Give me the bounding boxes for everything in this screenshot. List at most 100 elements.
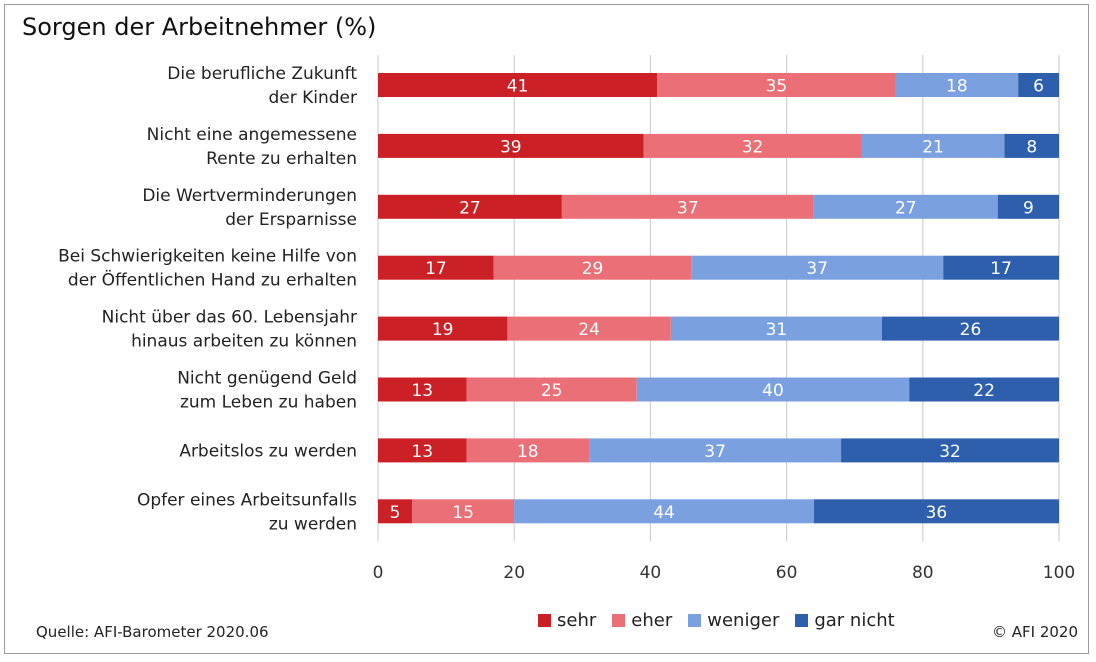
bar-segment-eher-6	[466, 438, 590, 463]
data-label-gar_nicht-1: 8	[1026, 137, 1037, 157]
category-label-3-0: Bei Schwierigkeiten keine Hilfe von	[58, 247, 357, 267]
data-label-eher-0: 35	[766, 77, 788, 97]
data-label-weniger-6: 37	[704, 442, 726, 462]
data-label-eher-7: 15	[452, 503, 474, 523]
bar-segment-gar_nicht-7	[813, 499, 1059, 524]
data-label-eher-6: 18	[517, 442, 539, 462]
x-tick-label-100: 100	[1043, 563, 1075, 583]
bar-segment-gar_nicht-2	[997, 194, 1059, 219]
category-label-0-1: der Kinder	[268, 88, 357, 108]
legend-item-gar-nicht: gar nicht	[795, 609, 895, 631]
legend-item-eher: eher	[612, 610, 672, 631]
bar-segment-weniger-0	[895, 73, 1019, 97]
legend-item-sehr: sehr	[538, 610, 596, 631]
data-label-eher-4: 24	[578, 320, 600, 340]
data-label-gar_nicht-3: 17	[990, 259, 1012, 279]
legend-label-weniger: weniger	[707, 609, 780, 631]
data-label-sehr-2: 27	[459, 198, 481, 218]
data-label-gar_nicht-4: 26	[960, 320, 982, 340]
bar-segment-sehr-4	[378, 316, 508, 341]
bar-segment-sehr-2	[378, 194, 562, 219]
data-label-sehr-0: 41	[507, 77, 529, 97]
category-label-3-1: der Öffentlichen Hand zu erhalten	[68, 269, 357, 291]
bar-segment-eher-5	[466, 377, 637, 402]
bar-segment-eher-0	[657, 73, 896, 97]
bar-segment-sehr-7	[378, 499, 413, 524]
data-label-sehr-1: 39	[500, 137, 522, 157]
data-label-sehr-3: 17	[425, 259, 447, 279]
bar-segment-weniger-4	[670, 316, 882, 341]
bar-segment-eher-1	[643, 133, 862, 158]
copyright-note: © AFI 2020	[992, 623, 1079, 641]
data-label-eher-2: 37	[677, 198, 699, 218]
bar-segment-gar_nicht-0	[1018, 73, 1059, 97]
x-tick-label-20: 20	[503, 563, 525, 583]
bar-segment-gar_nicht-4	[881, 316, 1059, 341]
category-label-7-1: zu werden	[269, 514, 357, 534]
bar-segment-sehr-1	[378, 133, 644, 158]
data-label-eher-5: 25	[541, 381, 563, 401]
data-label-gar_nicht-5: 22	[973, 381, 995, 401]
bar-segment-weniger-2	[813, 194, 998, 219]
bar-segment-gar_nicht-3	[943, 255, 1059, 280]
bar-segment-sehr-5	[378, 377, 467, 402]
chart-title: Sorgen der Arbeitnehmer (%)	[22, 13, 377, 41]
bar-segment-weniger-3	[691, 255, 944, 280]
x-tick-label-0: 0	[373, 563, 384, 583]
legend-label-gar-nicht: gar nicht	[814, 609, 895, 631]
x-tick-label-40: 40	[640, 563, 662, 583]
data-label-gar_nicht-7: 36	[926, 503, 948, 523]
source-note: Quelle: AFI-Barometer 2020.06	[36, 623, 269, 641]
category-label-2-1: der Ersparnisse	[225, 210, 357, 230]
bar-segment-eher-4	[507, 316, 671, 341]
data-label-weniger-2: 27	[895, 198, 917, 218]
data-label-gar_nicht-6: 32	[939, 442, 961, 462]
category-label-4-0: Nicht über das 60. Lebensjahr	[102, 308, 357, 328]
data-label-weniger-0: 18	[946, 77, 968, 97]
bar-segment-weniger-1	[861, 133, 1005, 158]
data-label-weniger-5: 40	[762, 381, 784, 401]
data-label-sehr-6: 13	[411, 442, 433, 462]
legend: sehr eher weniger gar nicht	[538, 609, 911, 631]
data-label-weniger-4: 31	[766, 320, 788, 340]
bar-segment-gar_nicht-5	[909, 377, 1059, 402]
data-label-eher-3: 29	[582, 259, 604, 279]
data-label-weniger-7: 44	[653, 503, 675, 523]
bar-segment-gar_nicht-1	[1004, 133, 1059, 158]
data-label-weniger-1: 21	[922, 137, 944, 157]
legend-swatch-sehr	[538, 613, 551, 627]
legend-label-sehr: sehr	[557, 609, 597, 631]
bar-segment-weniger-6	[589, 438, 842, 463]
category-label-6-0: Arbeitslos zu werden	[179, 441, 357, 461]
x-tick-label-80: 80	[912, 563, 934, 583]
bar-segment-gar_nicht-6	[841, 438, 1059, 463]
data-label-gar_nicht-0: 6	[1033, 77, 1044, 97]
bar-segment-eher-3	[493, 255, 692, 280]
data-label-gar_nicht-2: 9	[1023, 198, 1034, 218]
category-label-0-0: Die berufliche Zukunft	[167, 64, 357, 84]
category-label-5-0: Nicht genügend Geld	[177, 369, 357, 389]
legend-item-weniger: weniger	[688, 610, 779, 631]
bar-segment-sehr-3	[378, 255, 494, 280]
bar-segment-eher-7	[412, 499, 515, 524]
bar-segment-sehr-6	[378, 438, 467, 463]
data-label-eher-1: 32	[742, 137, 764, 157]
bar-segment-weniger-7	[514, 499, 814, 524]
data-label-weniger-3: 37	[806, 259, 828, 279]
category-label-4-1: hinaus arbeiten zu können	[131, 332, 357, 352]
legend-swatch-gar-nicht	[795, 613, 809, 627]
x-tick-label-60: 60	[776, 563, 798, 583]
data-label-sehr-5: 13	[411, 381, 433, 401]
legend-label-eher: eher	[631, 609, 673, 631]
legend-swatch-eher	[612, 613, 626, 627]
data-label-sehr-4: 19	[432, 320, 454, 340]
category-label-5-1: zum Leben zu haben	[180, 393, 357, 413]
bar-segment-weniger-5	[636, 377, 910, 402]
bar-segment-sehr-0	[378, 73, 658, 97]
data-label-sehr-7: 5	[390, 503, 401, 523]
bar-segment-eher-2	[561, 194, 814, 219]
category-label-1-1: Rente zu erhalten	[206, 149, 357, 169]
category-label-7-0: Opfer eines Arbeitsunfalls	[137, 490, 357, 510]
category-label-1-0: Nicht eine angemessene	[147, 125, 357, 145]
